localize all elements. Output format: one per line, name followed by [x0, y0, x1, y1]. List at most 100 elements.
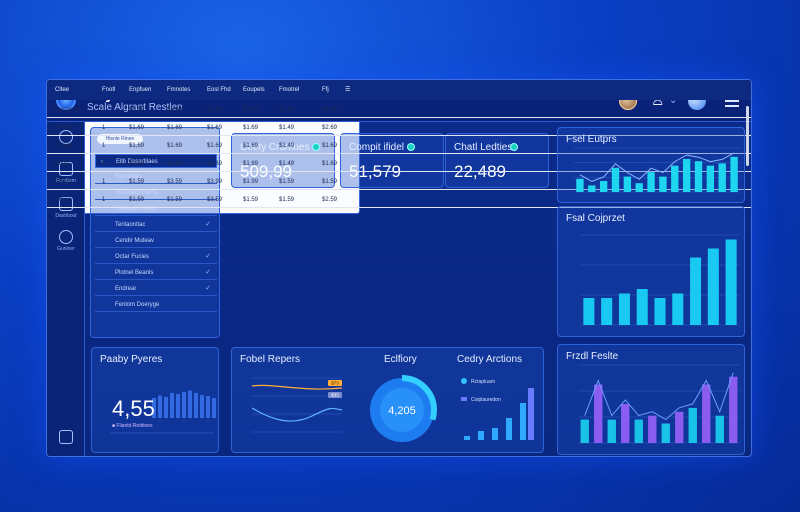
nav-item-label: Octar Fucies	[115, 254, 150, 260]
bar-1[interactable]	[576, 178, 584, 192]
bar-5[interactable]	[634, 419, 643, 443]
donut-title: Eclfiory	[384, 354, 417, 365]
table-cell: $1.69	[207, 125, 223, 131]
bar-6[interactable]	[635, 183, 643, 192]
nav-item[interactable]: Fenlom Doeryge	[95, 298, 217, 312]
table-row[interactable]: Fmott 1 $1,59 $3.59 $3.99 $1.99 $1.59 $1.59	[47, 174, 751, 190]
legend-a: Rctapluarn	[471, 379, 495, 385]
table-header-cell[interactable]: Ffj	[322, 87, 329, 93]
nav-item[interactable]: Tenlaontlac ✓	[95, 218, 217, 232]
table-cell: $1.69	[167, 161, 183, 167]
bar-9[interactable]	[725, 239, 737, 326]
bar-9[interactable]	[688, 407, 697, 443]
table-header-cell[interactable]: Fnotl	[102, 87, 116, 93]
sidebar-item-exit[interactable]	[47, 430, 85, 444]
bar-1[interactable]	[583, 298, 595, 325]
bar-6[interactable]	[672, 293, 684, 326]
bar-7[interactable]	[661, 423, 670, 444]
status-badge	[312, 143, 320, 151]
bar-3[interactable]	[607, 419, 616, 443]
bar-12[interactable]	[729, 376, 738, 443]
bar-2[interactable]	[601, 298, 613, 325]
table-cell: 1	[102, 197, 106, 203]
nav-item[interactable]: › Equnidtes ›	[95, 170, 217, 184]
chevron-right-icon: ›	[100, 206, 102, 212]
nav-item[interactable]: Endrear ✓	[95, 282, 217, 296]
nav-filter-pill[interactable]: Hisnle Rinee	[97, 134, 143, 144]
sidebar-item-renitlem[interactable]: Dashbool	[47, 197, 85, 219]
table-header-cell[interactable]: Cltee	[55, 87, 70, 93]
sidebar-item-home[interactable]	[47, 130, 85, 144]
table-header-cell[interactable]: Fmotrel	[279, 87, 300, 93]
nav-item[interactable]: Octar Fucies ✓	[95, 250, 217, 264]
bar-2[interactable]	[588, 185, 596, 192]
nav-panel: Hisnle Rinee ⌄ › Ellb Dasartilaes › Equnidt…	[90, 127, 220, 338]
nav-item[interactable]: › Finresre Elenity ✓	[95, 202, 217, 216]
table-cell: $1.69	[167, 143, 183, 149]
chevron-right-icon: ›	[100, 174, 102, 180]
bar-5[interactable]	[654, 298, 666, 325]
table-row[interactable]: Fnods 1 $1,69 $1.69 $1.69 $1.69 $1.49 $2.69	[47, 120, 751, 136]
table-row[interactable]: Emos 1 $1,59 $1.59 $3,59 $1.59 $1.59 $2.59	[47, 192, 751, 208]
bar-8[interactable]	[675, 411, 684, 443]
table-cell: $1.69	[207, 143, 223, 149]
bar-14[interactable]	[730, 156, 738, 192]
table-cell: $2.59	[322, 197, 338, 203]
nav-item[interactable]: Cendir Muteav	[95, 234, 217, 248]
table-row[interactable]: Fnod 1 $1,69 $1.69 $1.69 $1.69 $1.49 $1.69	[47, 156, 751, 172]
bar-11[interactable]	[694, 161, 703, 192]
nav-item[interactable]: Plotnel Beanis ✓	[95, 266, 217, 280]
bar-3[interactable]	[599, 181, 608, 192]
table-header-cell[interactable]: ☰	[345, 87, 351, 93]
nav-item[interactable]: › Ellb Dasartilaes	[95, 154, 217, 168]
bar-1[interactable]	[580, 419, 589, 443]
table-cell: $1.59	[243, 197, 259, 203]
bar-8[interactable]	[659, 176, 667, 192]
table-header-cell[interactable]: Enpfuen	[129, 87, 152, 93]
bar-11[interactable]	[715, 415, 724, 443]
table-cell: $1.69	[322, 143, 338, 149]
bar-3[interactable]	[618, 293, 630, 326]
donut-chart: 4,205	[367, 375, 437, 445]
table-cell: 1	[102, 179, 106, 185]
nav-item[interactable]: › Enkoriedl Elenty ✓	[95, 186, 217, 200]
table-header-cell[interactable]: Eosl Fhd	[207, 87, 231, 93]
bar-4[interactable]	[621, 404, 630, 443]
table-cell: $1.69	[243, 161, 259, 167]
legend-b: Coiplauredon	[471, 397, 501, 403]
chevron-down-icon[interactable]: ⌄	[204, 134, 211, 143]
table-header-cell[interactable]: Fmnotes	[167, 87, 191, 93]
bar-9[interactable]	[671, 165, 679, 192]
bar-7[interactable]	[690, 257, 702, 326]
bar-8[interactable]	[707, 248, 719, 326]
table-row[interactable]: Dospones 1 $1,69 $3.69 $1.99 $1.59 $1.59 $1.99	[47, 102, 751, 118]
chevron-down-icon[interactable]: ⌄	[669, 95, 678, 106]
sidebar-item-guniner[interactable]: Guniner	[47, 230, 85, 252]
table-cell: $1.69	[207, 161, 223, 167]
bar-6[interactable]	[648, 415, 657, 443]
bar-12[interactable]	[706, 165, 715, 192]
table-row[interactable]: Cuaolt 1 $1,69 $1.69 $1.69 $1.69 $1.49 $1.69	[47, 138, 751, 154]
bar-10[interactable]	[682, 159, 691, 192]
sidebar-item-fundtem[interactable]: Fundtem	[47, 162, 85, 184]
chart-2-title: Fsal Cojprzet	[566, 213, 625, 224]
bar-4[interactable]	[611, 167, 620, 192]
table-cell: $1.59	[279, 197, 295, 203]
home-icon	[59, 130, 73, 144]
table-cell: $1,69	[129, 107, 145, 113]
bar-13[interactable]	[718, 163, 726, 192]
bar-5[interactable]	[623, 176, 632, 192]
bar-4[interactable]	[636, 289, 648, 325]
bar-2[interactable]	[594, 384, 603, 444]
mini-bar-chart: Rctapluarn Coiplauredon	[461, 378, 534, 440]
table-cell: $1.59	[279, 107, 295, 113]
table-cell: $1,69	[129, 161, 145, 167]
stat-card-3[interactable]: Chatl Ledties 22,489	[445, 133, 549, 188]
bar-7[interactable]	[647, 172, 655, 192]
table-cell: Fnods	[55, 125, 72, 131]
nav-item-label: Cendir Muteav	[115, 238, 155, 244]
line-chart: $73 $33	[251, 377, 343, 433]
chart-3-title: Frzdl Feslte	[566, 351, 619, 362]
table-header-cell[interactable]: Eoupels	[243, 87, 265, 93]
bar-10[interactable]	[702, 384, 711, 444]
